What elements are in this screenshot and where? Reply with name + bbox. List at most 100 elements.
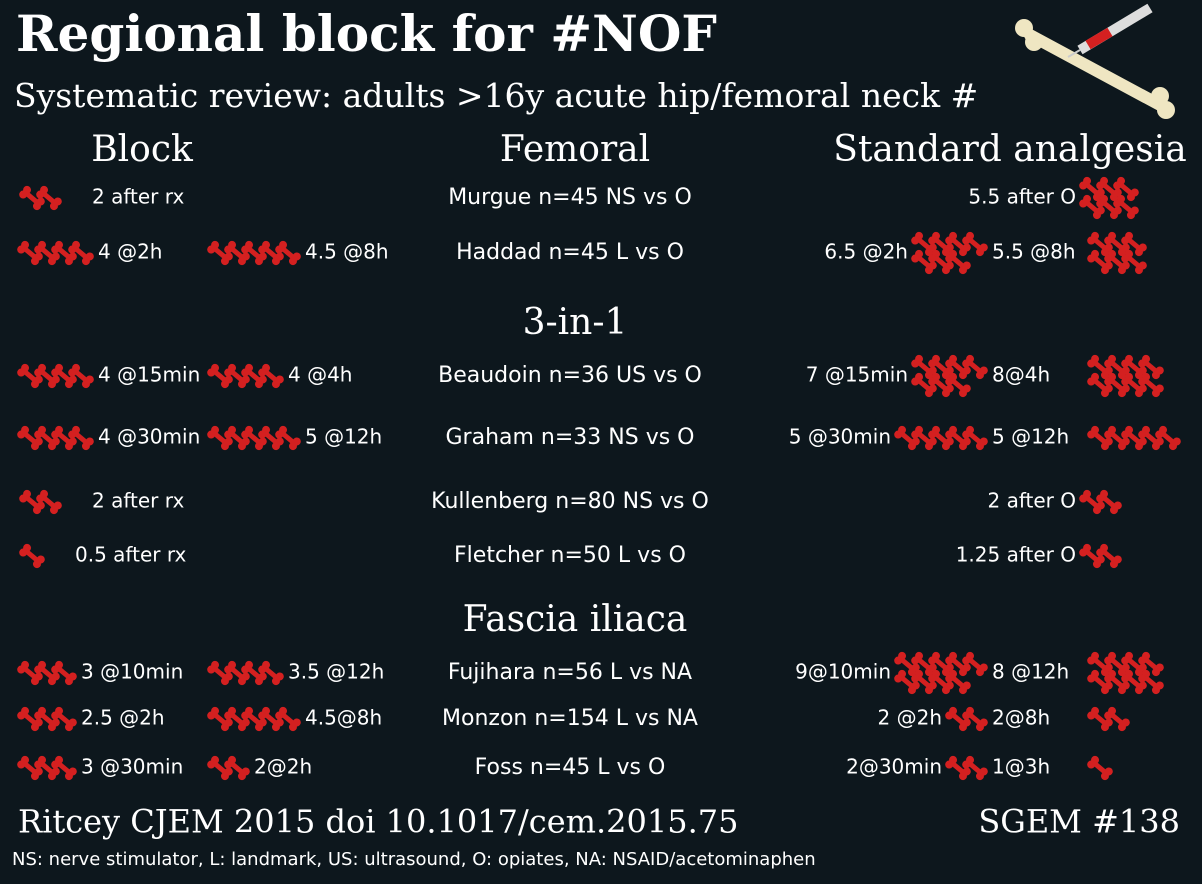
bone-shaft [1092,674,1108,690]
bone-shaft [967,359,983,375]
bone-icon [51,706,77,732]
bone-knob [51,711,60,720]
bone-knob [17,368,26,377]
bone-cluster [894,425,988,451]
bone-knob [1104,711,1113,720]
bone-knob [30,677,39,686]
bone-shaft [1109,656,1125,672]
bone-shaft [1109,674,1125,690]
bone-knob [258,430,267,439]
bone-knob [1100,772,1109,781]
bone-knob [32,560,41,569]
bone-knob [1117,442,1126,451]
bone-icon [241,425,267,451]
bone-knob [962,430,971,439]
bone-knob [1079,494,1088,503]
block-score: 4.5@8h [305,706,382,730]
bone-knob [34,368,43,377]
bone-knob [224,368,233,377]
bone-cluster [17,363,94,389]
bone-shaft [280,245,296,261]
bone-shaft [1143,377,1159,393]
bone-cluster [207,755,250,781]
bone-knob [254,442,263,451]
bone-shaft [39,711,55,727]
bone-knob [945,656,954,665]
bone-icon [928,425,954,451]
standard-score: 6.5 @2h [824,240,908,264]
bone-knob [1104,359,1113,368]
bone-shaft [212,430,228,446]
bone-knob [962,760,971,769]
bone-knob [1100,389,1109,398]
bone-icon [1121,372,1147,398]
bone-icon [1104,249,1130,275]
bone-shaft [212,368,228,384]
bone-cluster [1087,354,1164,398]
standard-score: 7 @15min [806,363,908,387]
bone-shaft [950,377,966,393]
bone-icon [207,706,233,732]
bone-shaft [246,665,262,681]
bone-knob [288,257,297,266]
section-title: 3-in-1 [523,302,628,343]
bone-knob [220,723,229,732]
bone-knob [47,723,56,732]
bone-knob [1096,494,1105,503]
bone-knob [254,380,263,389]
bone-cluster [1087,231,1147,275]
bone-knob [911,656,920,665]
bone-knob [924,389,933,398]
bone-icon [1087,755,1113,781]
bone-knob [924,371,933,380]
bone-icon [1121,425,1147,451]
bone-knob [945,711,954,720]
bone-knob [224,430,233,439]
bone-icon [207,660,233,686]
bone-knob [51,245,60,254]
bone-knob [288,723,297,732]
bone-knob [911,377,920,386]
bone-knob [962,711,971,720]
column-header: Standard analgesia [833,129,1186,170]
bone-knob [1087,674,1096,683]
bone-knob [945,760,954,769]
bone-shaft [22,711,38,727]
bone-cluster [894,651,988,695]
bone-icon [1087,706,1113,732]
bone-shaft [899,430,915,446]
bone-knob [17,245,26,254]
bone-shaft [1092,711,1108,727]
bone-shaft [1126,656,1142,672]
bone-icon [928,651,954,677]
bone-knob [1151,389,1160,398]
bone-knob [1079,548,1088,557]
bone-knob [64,380,73,389]
bone-icon [928,354,954,380]
bone-cluster [911,354,988,398]
bone-shaft [1109,236,1125,252]
bone-knob [1092,560,1101,569]
bone-knob [47,442,56,451]
abbreviations: NS: nerve stimulator, L: landmark, US: u… [12,849,816,870]
bone-knob [1109,193,1118,202]
bone-shaft [1084,181,1100,197]
bone-icon [34,755,60,781]
bone-cluster [207,706,301,732]
bone-knob [975,248,984,257]
bone-knob [958,772,967,781]
bone-shaft [1092,430,1108,446]
bone-icon [1113,176,1139,202]
bone-knob [941,248,950,257]
bone-shaft [967,430,983,446]
citation: Ritcey CJEM 2015 doi 10.1017/cem.2015.75 [18,803,738,841]
bone-knob [254,257,263,266]
standard-score: 2@8h [992,706,1050,730]
bone-shaft [1109,377,1125,393]
bone-shaft [1126,236,1142,252]
bone-shaft [56,711,72,727]
bone-knob [47,677,56,686]
bone-knob [958,723,967,732]
bone-knob [1117,668,1126,677]
bone-icon [224,755,250,781]
